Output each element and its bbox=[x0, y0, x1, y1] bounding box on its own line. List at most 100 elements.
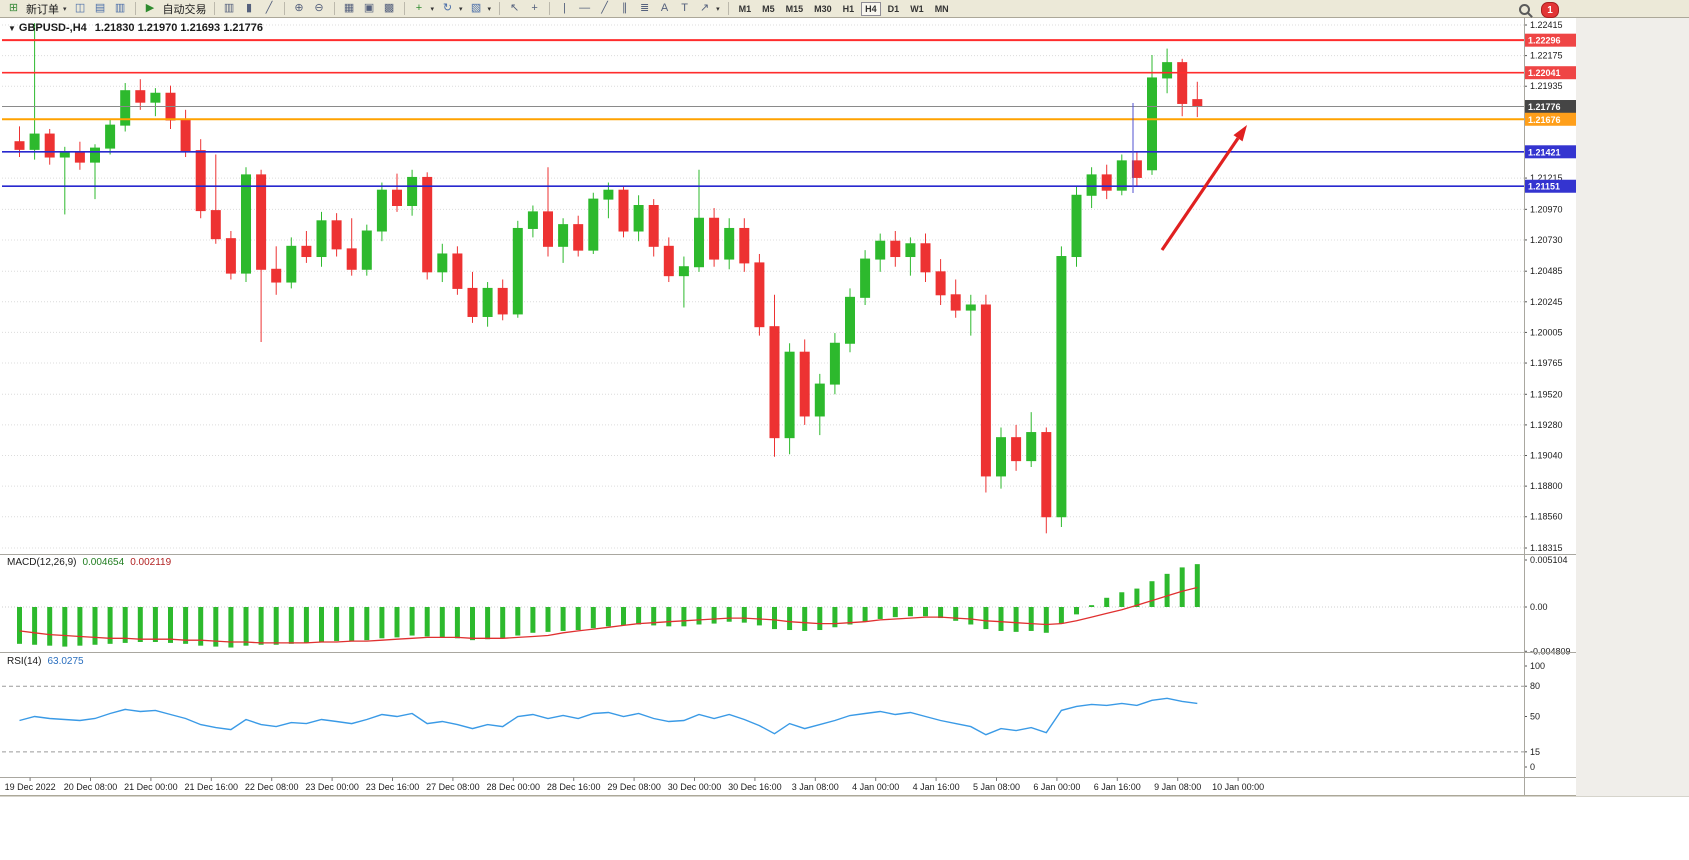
trend-arrow[interactable] bbox=[1160, 137, 1240, 251]
macd-bar bbox=[273, 607, 279, 645]
add-indicator-icon[interactable]: + bbox=[415, 2, 423, 14]
symbol-dropdown-icon[interactable]: ▼ bbox=[8, 24, 16, 33]
candle-body bbox=[754, 262, 765, 328]
candle-body bbox=[316, 220, 327, 258]
macd-bar bbox=[530, 607, 536, 633]
macd-bar bbox=[787, 607, 793, 631]
candle-body bbox=[376, 189, 387, 232]
tile-windows-icon[interactable]: ▦ bbox=[343, 2, 355, 14]
zoom-out-icon[interactable]: ⊖ bbox=[314, 2, 324, 14]
search-icon[interactable] bbox=[1519, 4, 1530, 15]
autotrade-button[interactable]: 自动交易 bbox=[162, 3, 207, 16]
timeframe-m15[interactable]: M15 bbox=[785, 3, 804, 14]
macd-bar bbox=[636, 607, 642, 625]
chart-canvas[interactable]: 1.22415 1.22175 1.21935 1.21215 1.20970 1.207… bbox=[0, 0, 1576, 796]
candle-body bbox=[950, 294, 961, 311]
time-label: 30 Dec 16:00 bbox=[728, 782, 782, 792]
macd-bar bbox=[1134, 588, 1140, 607]
price-tag-label: 1.21776 bbox=[1528, 102, 1561, 112]
time-label: 21 Dec 16:00 bbox=[185, 782, 239, 792]
charts-window-icon[interactable]: ◫ bbox=[74, 2, 86, 14]
autotrade-icon[interactable]: ▶ bbox=[145, 2, 155, 14]
macd-bar bbox=[923, 607, 928, 617]
fibonacci-icon[interactable]: ≣ bbox=[639, 2, 650, 14]
macd-panel[interactable]: 0.005104 0.00 -0.004809 bbox=[2, 555, 1571, 656]
macd-bar bbox=[817, 607, 823, 631]
period-caret-icon[interactable]: ▾ bbox=[459, 5, 463, 13]
timeframe-w1[interactable]: W1 bbox=[910, 3, 924, 14]
period-refresh-icon[interactable]: ↻ bbox=[442, 2, 453, 14]
macd-bar bbox=[258, 607, 264, 645]
market-watch-icon[interactable]: ▥ bbox=[114, 2, 126, 14]
time-label: 20 Dec 08:00 bbox=[64, 782, 118, 792]
candle-body bbox=[996, 437, 1006, 477]
macd-bar bbox=[590, 607, 596, 629]
time-axis[interactable]: 19 Dec 2022 20 Dec 08:00 21 Dec 00:00 21 De… bbox=[5, 777, 1265, 793]
macd-bar bbox=[1179, 567, 1185, 607]
candle-body bbox=[120, 90, 131, 126]
auto-arrange-icon[interactable]: ▣ bbox=[363, 2, 375, 14]
bar-chart-icon[interactable]: ▥ bbox=[223, 2, 235, 14]
text-label-icon[interactable]: T bbox=[681, 2, 688, 14]
rsi-label: RSI(14) 63.0275 bbox=[7, 656, 84, 667]
macd-bar bbox=[1043, 607, 1049, 633]
timeframe-d1[interactable]: D1 bbox=[887, 3, 900, 14]
candle-body bbox=[1086, 174, 1097, 196]
macd-bar bbox=[953, 607, 959, 621]
template-icon[interactable]: ▧ bbox=[470, 2, 482, 14]
candle-body bbox=[845, 296, 855, 344]
time-label: 23 Dec 16:00 bbox=[366, 782, 420, 792]
timeframe-m5[interactable]: M5 bbox=[762, 3, 775, 14]
toolbar-separator bbox=[403, 2, 405, 15]
zoom-in-icon[interactable]: ⊕ bbox=[294, 2, 304, 14]
macd-signal-line bbox=[19, 586, 1198, 644]
candle-body bbox=[558, 224, 569, 247]
data-window-icon[interactable]: ▤ bbox=[94, 2, 106, 14]
line-chart-icon[interactable]: ╱ bbox=[265, 2, 273, 14]
horizontal-line-icon[interactable]: — bbox=[579, 2, 591, 14]
macd-bar bbox=[998, 607, 1004, 631]
timeframe-h1[interactable]: H1 bbox=[842, 3, 855, 14]
candle-body bbox=[437, 253, 448, 273]
new-order-button[interactable]: 新订单 bbox=[26, 3, 59, 16]
add-indicator-caret-icon[interactable]: ▾ bbox=[430, 5, 435, 13]
macd-bar bbox=[1058, 607, 1064, 624]
trendline-icon[interactable]: ╱ bbox=[601, 2, 608, 14]
macd-bar bbox=[228, 607, 234, 648]
timeframe-m1[interactable]: M1 bbox=[738, 3, 752, 14]
candlestick-chart-icon[interactable]: ▮ bbox=[245, 2, 253, 14]
candle-body bbox=[241, 174, 251, 274]
timeframe-mn[interactable]: MN bbox=[934, 3, 949, 14]
macd-bar bbox=[485, 607, 491, 640]
price-tag bbox=[1524, 100, 1576, 114]
time-label: 29 Dec 08:00 bbox=[607, 782, 661, 792]
arrows-icon[interactable]: ↗ bbox=[699, 2, 710, 14]
new-order-icon[interactable]: ⊞ bbox=[8, 2, 19, 14]
candle-body bbox=[860, 258, 871, 298]
new-order-caret-icon[interactable]: ▾ bbox=[63, 5, 67, 13]
grid-icon[interactable]: ▩ bbox=[383, 2, 395, 14]
timeframe-m30[interactable]: M30 bbox=[814, 3, 832, 14]
time-label: 23 Dec 00:00 bbox=[305, 782, 359, 792]
arrows-caret-icon[interactable]: ▾ bbox=[716, 5, 720, 13]
rsi-panel[interactable]: 100 80 50 15 0 bbox=[2, 661, 1545, 772]
macd-bar bbox=[152, 607, 158, 642]
cursor-icon[interactable]: ↖ bbox=[509, 2, 520, 14]
crosshair-icon[interactable]: + bbox=[531, 2, 538, 14]
notification-badge: 1 bbox=[1541, 2, 1559, 18]
time-label: 30 Dec 00:00 bbox=[668, 782, 722, 792]
macd-bar bbox=[1089, 605, 1095, 607]
text-icon[interactable]: A bbox=[660, 2, 669, 14]
candle-body bbox=[784, 351, 795, 439]
timeframe-h4[interactable]: H4 bbox=[861, 1, 881, 16]
macd-bar bbox=[439, 607, 445, 638]
rsi-scale-label: 80 bbox=[1530, 681, 1540, 691]
candle-body bbox=[1101, 174, 1112, 191]
vertical-line-icon[interactable]: | bbox=[563, 2, 566, 14]
price-scale[interactable]: 1.22415 1.22175 1.21935 1.21215 1.20970 1.207… bbox=[1524, 20, 1563, 553]
channel-icon[interactable]: ∥ bbox=[621, 2, 628, 14]
candle-body bbox=[588, 198, 599, 251]
macd-bar bbox=[394, 607, 400, 638]
template-caret-icon[interactable]: ▾ bbox=[487, 5, 492, 13]
